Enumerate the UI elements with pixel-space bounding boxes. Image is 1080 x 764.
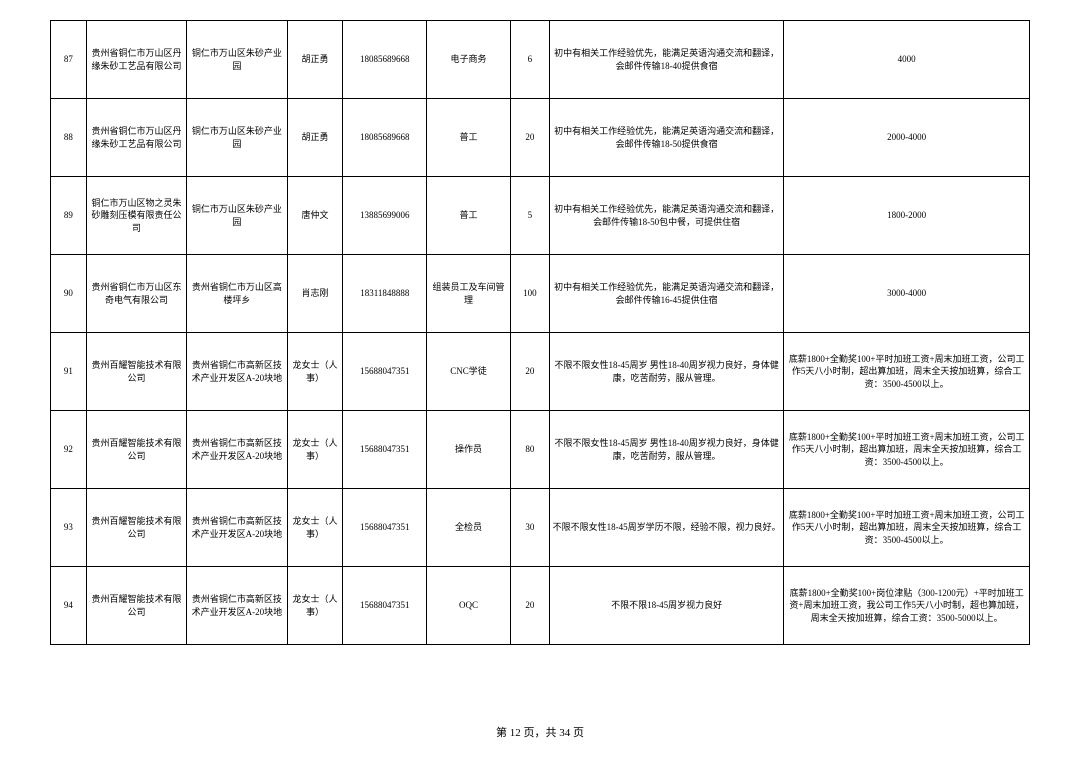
data-table: 87贵州省铜仁市万山区丹缘朱砂工艺品有限公司铜仁市万山区朱砂产业园胡正勇1808… <box>50 20 1030 645</box>
cell-idx: 89 <box>51 177 87 255</box>
cell-requirement: 初中有相关工作经验优先，能满足英语沟通交流和翻译，会邮件传输18-40提供食宿 <box>549 21 783 99</box>
cell-requirement: 不限不限18-45周岁视力良好 <box>549 567 783 645</box>
cell-count: 80 <box>510 411 549 489</box>
cell-position: OQC <box>427 567 511 645</box>
cell-contact: 龙女士（人事） <box>287 567 343 645</box>
cell-address: 贵州省铜仁市万山区高楼坪乡 <box>187 255 287 333</box>
cell-phone: 15688047351 <box>343 489 427 567</box>
cell-count: 5 <box>510 177 549 255</box>
cell-salary: 1800-2000 <box>784 177 1030 255</box>
cell-idx: 90 <box>51 255 87 333</box>
cell-contact: 胡正勇 <box>287 99 343 177</box>
cell-count: 20 <box>510 99 549 177</box>
cell-position: 全检员 <box>427 489 511 567</box>
cell-position: 普工 <box>427 99 511 177</box>
table-row: 91贵州百耀智能技术有限公司贵州省铜仁市高新区技术产业开发区A-20块地龙女士（… <box>51 333 1030 411</box>
cell-company: 贵州百耀智能技术有限公司 <box>86 567 186 645</box>
table-row: 89铜仁市万山区物之灵朱砂雕刻压模有限责任公司铜仁市万山区朱砂产业园唐仲文138… <box>51 177 1030 255</box>
cell-requirement: 不限不限女性18-45周岁 男性18-40周岁视力良好，身体健康，吃苦耐劳，服从… <box>549 411 783 489</box>
cell-address: 贵州省铜仁市高新区技术产业开发区A-20块地 <box>187 411 287 489</box>
cell-company: 贵州省铜仁市万山区丹缘朱砂工艺品有限公司 <box>86 99 186 177</box>
table-row: 94贵州百耀智能技术有限公司贵州省铜仁市高新区技术产业开发区A-20块地龙女士（… <box>51 567 1030 645</box>
cell-idx: 91 <box>51 333 87 411</box>
cell-position: 操作员 <box>427 411 511 489</box>
table-row: 88贵州省铜仁市万山区丹缘朱砂工艺品有限公司铜仁市万山区朱砂产业园胡正勇1808… <box>51 99 1030 177</box>
cell-phone: 15688047351 <box>343 333 427 411</box>
cell-company: 贵州百耀智能技术有限公司 <box>86 333 186 411</box>
cell-idx: 87 <box>51 21 87 99</box>
table-row: 90贵州省铜仁市万山区东奇电气有限公司贵州省铜仁市万山区高楼坪乡肖志刚18311… <box>51 255 1030 333</box>
cell-position: 普工 <box>427 177 511 255</box>
page-footer: 第 12 页，共 34 页 <box>0 724 1080 740</box>
cell-phone: 18085689668 <box>343 99 427 177</box>
page-number: 第 12 页，共 34 页 <box>496 727 584 739</box>
cell-count: 20 <box>510 567 549 645</box>
cell-idx: 88 <box>51 99 87 177</box>
cell-position: 电子商务 <box>427 21 511 99</box>
cell-requirement: 初中有相关工作经验优先，能满足英语沟通交流和翻译，会邮件传输18-50提供食宿 <box>549 99 783 177</box>
cell-requirement: 初中有相关工作经验优先，能满足英语沟通交流和翻译，会邮件传输16-45提供住宿 <box>549 255 783 333</box>
cell-count: 20 <box>510 333 549 411</box>
cell-count: 6 <box>510 21 549 99</box>
cell-position: 组装员工及车间管理 <box>427 255 511 333</box>
cell-phone: 18311848888 <box>343 255 427 333</box>
cell-count: 30 <box>510 489 549 567</box>
cell-company: 贵州百耀智能技术有限公司 <box>86 411 186 489</box>
cell-company: 贵州百耀智能技术有限公司 <box>86 489 186 567</box>
cell-phone: 18085689668 <box>343 21 427 99</box>
cell-contact: 胡正勇 <box>287 21 343 99</box>
cell-position: CNC学徒 <box>427 333 511 411</box>
cell-count: 100 <box>510 255 549 333</box>
cell-company: 铜仁市万山区物之灵朱砂雕刻压模有限责任公司 <box>86 177 186 255</box>
cell-requirement: 不限不限女性18-45周岁学历不限，经验不限，视力良好。 <box>549 489 783 567</box>
cell-idx: 92 <box>51 411 87 489</box>
cell-salary: 底薪1800+全勤奖100+平时加班工资+周末加班工资，公司工作5天八小时制，超… <box>784 333 1030 411</box>
table-row: 92贵州百耀智能技术有限公司贵州省铜仁市高新区技术产业开发区A-20块地龙女士（… <box>51 411 1030 489</box>
table-row: 87贵州省铜仁市万山区丹缘朱砂工艺品有限公司铜仁市万山区朱砂产业园胡正勇1808… <box>51 21 1030 99</box>
cell-contact: 龙女士（人事） <box>287 333 343 411</box>
cell-phone: 15688047351 <box>343 411 427 489</box>
cell-address: 铜仁市万山区朱砂产业园 <box>187 21 287 99</box>
cell-phone: 13885699006 <box>343 177 427 255</box>
cell-contact: 肖志刚 <box>287 255 343 333</box>
cell-salary: 2000-4000 <box>784 99 1030 177</box>
cell-address: 贵州省铜仁市高新区技术产业开发区A-20块地 <box>187 333 287 411</box>
cell-requirement: 不限不限女性18-45周岁 男性18-40周岁视力良好，身体健康，吃苦耐劳，服从… <box>549 333 783 411</box>
cell-idx: 94 <box>51 567 87 645</box>
cell-address: 贵州省铜仁市高新区技术产业开发区A-20块地 <box>187 567 287 645</box>
cell-salary: 底薪1800+全勤奖100+岗位津贴（300-1200元）+平时加班工资+周末加… <box>784 567 1030 645</box>
cell-company: 贵州省铜仁市万山区丹缘朱砂工艺品有限公司 <box>86 21 186 99</box>
cell-requirement: 初中有相关工作经验优先，能满足英语沟通交流和翻译，会邮件传输18-50包中餐，可… <box>549 177 783 255</box>
cell-address: 铜仁市万山区朱砂产业园 <box>187 177 287 255</box>
table-row: 93贵州百耀智能技术有限公司贵州省铜仁市高新区技术产业开发区A-20块地龙女士（… <box>51 489 1030 567</box>
cell-salary: 4000 <box>784 21 1030 99</box>
cell-idx: 93 <box>51 489 87 567</box>
cell-salary: 底薪1800+全勤奖100+平时加班工资+周末加班工资，公司工作5天八小时制，超… <box>784 489 1030 567</box>
cell-company: 贵州省铜仁市万山区东奇电气有限公司 <box>86 255 186 333</box>
cell-contact: 龙女士（人事） <box>287 411 343 489</box>
cell-phone: 15688047351 <box>343 567 427 645</box>
cell-contact: 龙女士（人事） <box>287 489 343 567</box>
cell-address: 铜仁市万山区朱砂产业园 <box>187 99 287 177</box>
cell-salary: 3000-4000 <box>784 255 1030 333</box>
cell-salary: 底薪1800+全勤奖100+平时加班工资+周末加班工资，公司工作5天八小时制，超… <box>784 411 1030 489</box>
cell-address: 贵州省铜仁市高新区技术产业开发区A-20块地 <box>187 489 287 567</box>
cell-contact: 唐仲文 <box>287 177 343 255</box>
